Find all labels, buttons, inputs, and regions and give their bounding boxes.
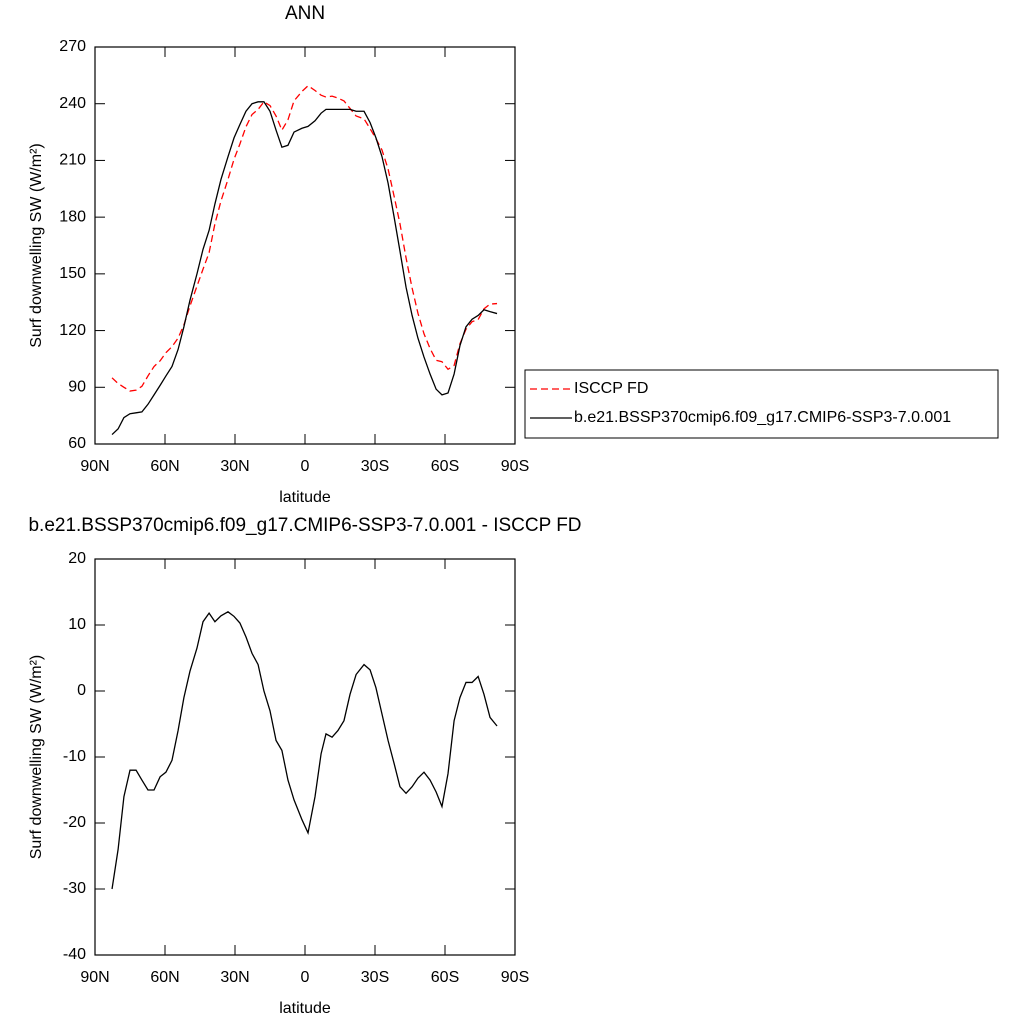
data-line: [111, 101, 498, 436]
plot-frame: [94, 46, 516, 445]
chart-title: b.e21.BSSP370cmip6.f09_g17.CMIP6-SSP3-7.…: [28, 515, 581, 536]
y-tick-label: 20: [68, 550, 86, 567]
legend-box: [524, 369, 999, 439]
x-tick-label: 30S: [361, 458, 389, 475]
y-tick-label: 210: [59, 152, 86, 169]
y-tick-label: 180: [59, 208, 86, 225]
data-line: [111, 611, 498, 890]
x-tick-label: 90S: [501, 458, 529, 475]
y-tick-label: 10: [68, 616, 86, 633]
data-line: [111, 84, 498, 392]
x-tick-label: 30S: [361, 969, 389, 986]
x-tick-label: 0: [301, 458, 310, 475]
y-tick-label: -20: [63, 814, 86, 831]
y-tick-label: 240: [59, 95, 86, 112]
y-tick-label: 60: [68, 435, 86, 452]
x-tick-label: 60N: [150, 458, 179, 475]
x-tick-label: 0: [301, 969, 310, 986]
y-tick-label: -30: [63, 880, 86, 897]
legend-label: b.e21.BSSP370cmip6.f09_g17.CMIP6-SSP3-7.…: [574, 409, 951, 426]
legend-label: ISCCP FD: [574, 380, 648, 397]
x-tick-label: 60N: [150, 969, 179, 986]
x-tick-label: 30N: [220, 969, 249, 986]
x-tick-label: 60S: [431, 458, 459, 475]
y-tick-label: -10: [63, 748, 86, 765]
y-tick-label: -40: [63, 946, 86, 963]
y-tick-label: 120: [59, 322, 86, 339]
plot-frame: [94, 558, 516, 956]
y-axis-label: Surf downwelling SW (W/m²): [28, 655, 45, 859]
x-axis-label: latitude: [279, 489, 331, 506]
x-tick-label: 90N: [80, 969, 109, 986]
y-tick-label: 90: [68, 379, 86, 396]
y-tick-label: 150: [59, 265, 86, 282]
chart-title: ANN: [285, 3, 325, 24]
x-tick-label: 90S: [501, 969, 529, 986]
x-tick-label: 60S: [431, 969, 459, 986]
y-tick-label: 0: [77, 682, 86, 699]
x-axis-label: latitude: [279, 1000, 331, 1017]
y-axis-label: Surf downwelling SW (W/m²): [28, 143, 45, 347]
y-tick-label: 270: [59, 38, 86, 55]
x-tick-label: 90N: [80, 458, 109, 475]
x-tick-label: 30N: [220, 458, 249, 475]
